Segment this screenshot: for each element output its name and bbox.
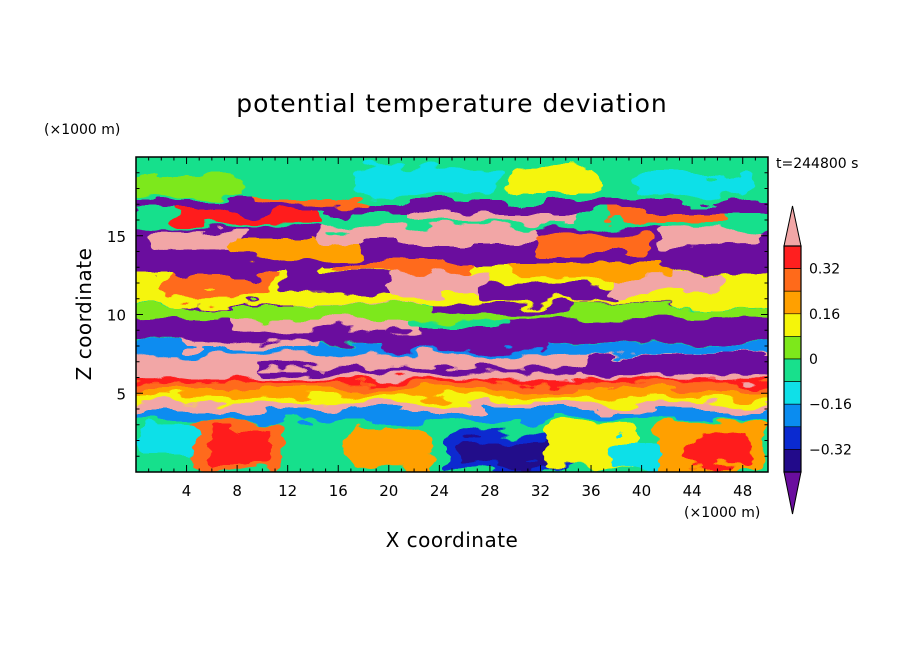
x-tick-label: 32	[531, 482, 550, 500]
y-unit-label: (×1000 m)	[44, 122, 120, 138]
field-band	[393, 271, 486, 297]
heatmap-field	[136, 157, 768, 472]
field-band	[165, 274, 271, 298]
x-tick-label: 4	[182, 482, 192, 500]
field-band	[684, 433, 751, 467]
field-band	[608, 271, 726, 295]
colorbar-box	[783, 403, 802, 428]
field-band	[136, 177, 246, 197]
colorbar-box	[783, 426, 802, 450]
field-band	[658, 227, 764, 246]
colorbar-tick-label: 0.32	[809, 262, 840, 278]
colorbar: 0.32 0.16 0 −0.16 −0.32	[783, 205, 852, 515]
x-unit-label: (×1000 m)	[684, 505, 760, 521]
colorbar-box	[783, 336, 802, 360]
field-band	[210, 429, 271, 465]
x-axis: 4 8 12 16 20 24 28 32 36 40 44 48	[148, 157, 756, 500]
field-band	[456, 440, 549, 467]
field-band	[532, 235, 650, 254]
colorbar-tick-label: 0.16	[809, 307, 840, 323]
y-axis: 5 10 15	[107, 172, 768, 457]
colorbar-box	[783, 290, 802, 315]
colorbar-box	[783, 268, 802, 292]
colorbar-tick-label: −0.32	[809, 442, 852, 458]
field-band	[355, 167, 498, 194]
colorbar-box	[783, 245, 802, 269]
chart-title: potential temperature deviation	[236, 89, 667, 118]
x-tick-label: 8	[232, 482, 242, 500]
field-band	[349, 425, 429, 470]
x-tick-label: 28	[480, 482, 499, 500]
field-band	[153, 232, 246, 251]
y-tick-label: 15	[107, 228, 126, 246]
field-band	[279, 273, 410, 293]
field-band	[507, 167, 600, 191]
colorbar-box	[783, 313, 802, 337]
colorbar-box	[783, 449, 802, 473]
colorbar-tick-label: −0.16	[809, 397, 852, 413]
field-band	[633, 175, 751, 196]
field-band	[608, 438, 663, 468]
x-tick-label: 16	[329, 482, 348, 500]
colorbar-tick-label: 0	[809, 352, 818, 368]
colorbar-box	[783, 381, 802, 405]
x-tick-label: 48	[733, 482, 752, 500]
y-axis-label: Z coordinate	[72, 248, 96, 381]
field-band	[481, 282, 625, 301]
x-axis-label: X coordinate	[386, 528, 519, 552]
field-band	[140, 424, 195, 454]
x-tick-label: 12	[278, 482, 297, 500]
colorbar-extend-bottom	[783, 471, 802, 515]
y-tick-label: 10	[107, 307, 126, 325]
y-tick-label: 5	[116, 385, 126, 403]
colorbar-extend-top	[783, 205, 802, 247]
field-band	[583, 355, 768, 375]
x-tick-label: 40	[632, 482, 651, 500]
colorbar-box	[783, 358, 802, 382]
time-label: t=244800 s	[776, 156, 858, 172]
x-tick-label: 44	[683, 482, 702, 500]
x-tick-label: 24	[430, 482, 449, 500]
x-tick-label: 20	[379, 482, 398, 500]
colorbar-frame	[783, 245, 802, 473]
x-tick-label: 36	[581, 482, 600, 500]
